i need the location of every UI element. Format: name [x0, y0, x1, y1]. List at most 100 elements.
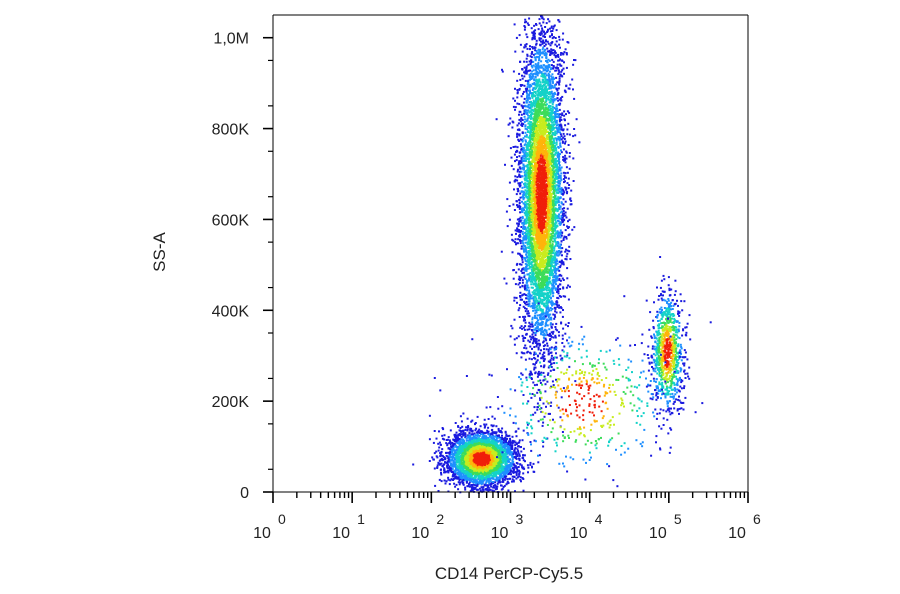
- event-dot: [439, 452, 442, 454]
- event-dot: [513, 448, 516, 451]
- event-dot: [484, 471, 487, 474]
- event-dot: [500, 469, 502, 472]
- event-dot: [517, 427, 520, 430]
- event-dot: [483, 454, 486, 457]
- event-dot: [483, 443, 486, 446]
- event-dot: [528, 214, 531, 217]
- event-dot: [490, 436, 493, 439]
- event-dot: [516, 476, 519, 479]
- event-dot: [504, 467, 507, 470]
- event-dot: [446, 438, 449, 441]
- event-dot: [525, 307, 528, 310]
- event-dot: [486, 485, 489, 488]
- event-dot: [455, 483, 458, 486]
- event-dot: [518, 72, 521, 75]
- event-dots: [412, 15, 712, 494]
- event-dot: [558, 277, 561, 280]
- event-dot: [469, 437, 471, 440]
- event-dot: [538, 306, 541, 309]
- event-dot: [473, 435, 476, 438]
- event-dot: [493, 468, 496, 471]
- event-dot: [545, 331, 548, 334]
- event-dot: [514, 229, 517, 232]
- event-dot: [461, 475, 464, 478]
- event-dot: [504, 474, 507, 476]
- event-dot: [473, 450, 476, 453]
- event-dot: [472, 481, 475, 484]
- event-dot: [470, 454, 473, 457]
- event-dot: [497, 465, 500, 468]
- event-dot: [495, 485, 498, 488]
- event-dot: [451, 456, 454, 459]
- event-dot: [565, 150, 568, 153]
- event-dot: [459, 446, 462, 449]
- event-dot: [491, 415, 494, 418]
- event-dot: [487, 484, 490, 487]
- event-dot: [517, 451, 520, 454]
- event-dot: [505, 475, 508, 478]
- event-dot: [459, 444, 461, 446]
- event-dot: [508, 205, 511, 207]
- event-dot: [485, 481, 488, 484]
- event-dot: [553, 347, 556, 349]
- event-dot: [474, 477, 477, 479]
- event-dot: [476, 415, 479, 418]
- event-dot: [493, 486, 496, 489]
- event-dot: [469, 485, 471, 488]
- event-dot: [436, 466, 439, 469]
- event-dot: [506, 467, 509, 469]
- event-dot: [509, 442, 512, 445]
- event-dot: [449, 469, 452, 472]
- event-dot: [513, 449, 516, 452]
- event-dot: [561, 277, 564, 280]
- event-dot: [458, 483, 461, 486]
- event-dot: [550, 331, 553, 334]
- event-dot: [451, 463, 454, 466]
- event-dot: [452, 479, 455, 481]
- event-dot: [488, 466, 491, 469]
- event-dot: [463, 466, 466, 469]
- event-dot: [500, 450, 502, 453]
- event-dot: [557, 331, 560, 334]
- event-dot: [486, 472, 489, 475]
- event-dot: [559, 223, 562, 226]
- event-dot: [492, 470, 495, 473]
- event-dot: [529, 72, 532, 75]
- event-dot: [443, 438, 446, 441]
- event-dot: [464, 474, 467, 477]
- event-dot: [517, 450, 520, 453]
- event-dot: [500, 455, 503, 458]
- event-dot: [491, 489, 494, 492]
- event-dot: [544, 43, 547, 46]
- event-dot: [486, 441, 489, 444]
- event-dot: [503, 277, 506, 280]
- event-dot: [482, 458, 485, 461]
- event-dot: [490, 477, 493, 480]
- event-dot: [438, 459, 441, 462]
- event-dot: [486, 446, 489, 449]
- event-dot: [525, 99, 528, 102]
- event-dot: [492, 486, 495, 489]
- event-dot: [543, 296, 545, 299]
- event-dot: [452, 459, 455, 462]
- event-dot: [550, 26, 553, 29]
- event-dot: [558, 274, 561, 277]
- event-dot: [458, 448, 461, 451]
- event-dot: [528, 303, 531, 306]
- event-dot: [450, 451, 453, 454]
- event-dot: [481, 490, 484, 493]
- event-dot: [497, 468, 500, 471]
- event-dot: [459, 472, 462, 475]
- event-dot: [507, 443, 510, 446]
- event-dot: [507, 469, 510, 472]
- event-dot: [454, 453, 457, 456]
- event-dot: [493, 442, 496, 445]
- event-dot: [499, 457, 502, 460]
- event-dot: [457, 469, 460, 472]
- event-dot: [506, 480, 509, 483]
- event-dot: [466, 445, 469, 448]
- event-dot: [497, 462, 500, 465]
- event-dot: [500, 443, 503, 446]
- event-dot: [500, 463, 503, 466]
- event-dot: [456, 442, 459, 445]
